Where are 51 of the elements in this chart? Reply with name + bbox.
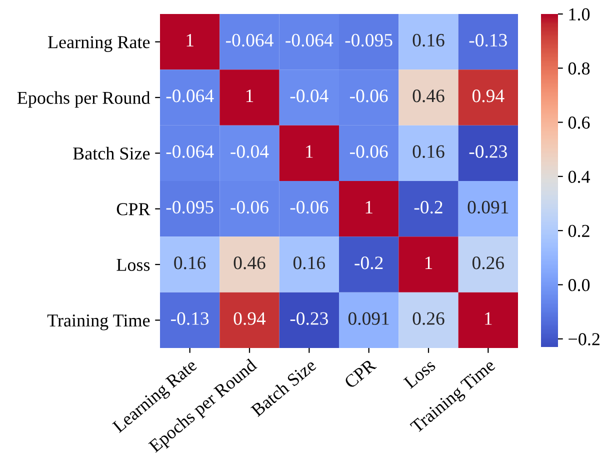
data-label: 0.091 bbox=[348, 312, 389, 325]
data-label: 0.091 bbox=[468, 200, 508, 214]
data-label: 0.16 bbox=[293, 256, 326, 270]
x-tick-label: Loss bbox=[403, 358, 436, 390]
data-label: -0.2 bbox=[414, 200, 442, 214]
data-label: -0.04 bbox=[230, 145, 269, 158]
data-label: -0.06 bbox=[350, 90, 388, 102]
data-label: -0.095 bbox=[345, 34, 392, 47]
data-label: -0.06 bbox=[290, 200, 328, 214]
color-bar-label: 1.0 bbox=[569, 8, 590, 21]
data-label: 0.16 bbox=[412, 145, 444, 158]
data-label: 1 bbox=[366, 200, 372, 214]
y-tick-label: Learning Rate bbox=[48, 36, 150, 52]
data-label: -0.095 bbox=[166, 200, 214, 214]
data-label: -0.064 bbox=[166, 145, 214, 158]
data-label: 1 bbox=[186, 34, 194, 46]
color-bar-label: −0.2 bbox=[568, 333, 600, 346]
y-tick-label: Epochs per Round bbox=[17, 91, 150, 108]
data-label: -0.06 bbox=[350, 145, 388, 158]
data-label: 1 bbox=[306, 145, 313, 158]
data-label: -0.04 bbox=[290, 90, 328, 102]
color-bar-label: 0.6 bbox=[568, 116, 590, 129]
data-label: -0.064 bbox=[226, 34, 274, 47]
color-bar-label: 0.2 bbox=[568, 224, 590, 238]
y-tick-label: Training Time bbox=[47, 314, 150, 330]
data-label: -0.2 bbox=[354, 256, 383, 270]
data-label: 1 bbox=[485, 312, 492, 325]
data-label: -0.13 bbox=[469, 34, 507, 47]
data-label: 0.26 bbox=[412, 312, 444, 325]
color-bar-label: 0.4 bbox=[568, 170, 590, 183]
data-label: -0.064 bbox=[166, 90, 214, 102]
y-tick-label: Loss bbox=[116, 258, 150, 271]
data-label: 0.26 bbox=[472, 256, 504, 270]
color-bar-label: 0.8 bbox=[568, 62, 590, 75]
data-label: 0.16 bbox=[174, 256, 206, 270]
data-label: -0.13 bbox=[171, 312, 209, 325]
y-tick-label: CPR bbox=[116, 203, 150, 216]
data-label: 0.94 bbox=[234, 312, 266, 325]
data-label: -0.064 bbox=[286, 34, 334, 47]
data-label: 0.46 bbox=[234, 256, 266, 270]
data-label: 1 bbox=[246, 90, 254, 102]
data-label: 1 bbox=[425, 256, 432, 270]
data-label: 0.16 bbox=[412, 34, 444, 47]
data-label: 0.46 bbox=[412, 90, 444, 102]
data-label: 0.94 bbox=[472, 90, 504, 102]
y-tick-label: Batch Size bbox=[73, 146, 150, 160]
color-bar-label: 0.0 bbox=[568, 278, 590, 292]
data-label: -0.06 bbox=[230, 200, 268, 214]
data-label: -0.23 bbox=[290, 312, 328, 325]
data-label: -0.23 bbox=[469, 145, 507, 158]
x-tick-label: CPR bbox=[344, 358, 377, 389]
